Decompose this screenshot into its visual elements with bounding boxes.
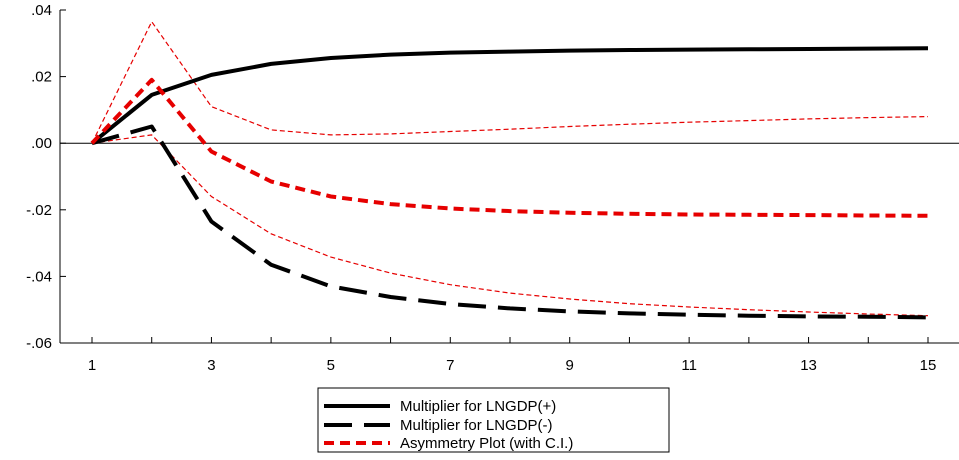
y-ticks: .04 .02 .00 -.02 -.04 -.06 xyxy=(26,2,66,352)
legend-label-negative: Multiplier for LNGDP(-) xyxy=(400,417,553,434)
x-tick-label: 3 xyxy=(207,357,215,374)
series-line-multiplier-for-lngdp xyxy=(91,124,929,320)
x-tick-label: 7 xyxy=(446,357,454,374)
legend: Multiplier for LNGDP(+) Multiplier for L… xyxy=(317,387,670,453)
x-tick-label: 9 xyxy=(566,357,574,374)
x-tick-label: 13 xyxy=(800,357,817,374)
legend-label-positive: Multiplier for LNGDP(+) xyxy=(400,398,556,415)
y-tick-label: .04 xyxy=(31,2,52,19)
y-tick-label: -.04 xyxy=(26,268,52,285)
y-tick-label: -.02 xyxy=(26,202,52,219)
series-line-asymmetry-plot-with-c-i xyxy=(90,77,929,218)
series-line-lower-c-i xyxy=(91,134,929,317)
x-tick-label: 1 xyxy=(88,357,96,374)
x-ticks: 1 3 5 7 9 11 13 15 xyxy=(88,337,937,374)
plot-area xyxy=(59,10,959,344)
series-group xyxy=(90,21,929,320)
x-tick-label: 15 xyxy=(920,357,937,374)
legend-label-asymmetry: Asymmetry Plot (with C.I.) xyxy=(400,435,573,452)
series-line-upper-c-i xyxy=(91,21,929,144)
y-tick-label: .00 xyxy=(31,135,52,152)
y-tick-label: -.06 xyxy=(26,335,52,352)
x-tick-label: 5 xyxy=(327,357,335,374)
series-line-multiplier-for-lngdp xyxy=(90,46,929,145)
y-tick-label: .02 xyxy=(31,69,52,86)
x-tick-label: 11 xyxy=(681,357,697,374)
